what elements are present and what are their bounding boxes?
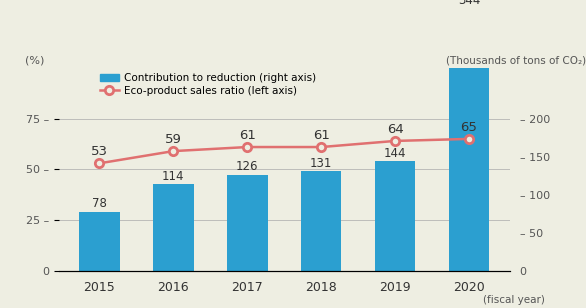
Text: 344: 344 bbox=[458, 0, 480, 7]
Text: 59: 59 bbox=[165, 133, 182, 146]
Text: 64: 64 bbox=[387, 123, 403, 136]
Text: 61: 61 bbox=[313, 129, 329, 142]
Bar bbox=[449, 9, 489, 271]
Text: 126: 126 bbox=[236, 160, 258, 173]
Bar bbox=[153, 184, 193, 271]
Text: 131: 131 bbox=[310, 156, 332, 169]
Bar bbox=[375, 161, 415, 271]
Text: (fiscal year): (fiscal year) bbox=[483, 295, 545, 305]
Text: (%): (%) bbox=[25, 56, 44, 66]
Bar bbox=[79, 212, 120, 271]
Legend: Contribution to reduction (right axis), Eco-product sales ratio (left axis): Contribution to reduction (right axis), … bbox=[100, 73, 316, 95]
Text: 65: 65 bbox=[461, 121, 478, 134]
Bar bbox=[227, 175, 268, 271]
Text: 78: 78 bbox=[92, 197, 107, 210]
Text: (Thousands of tons of CO₂): (Thousands of tons of CO₂) bbox=[447, 56, 586, 66]
Text: 53: 53 bbox=[91, 145, 108, 158]
Text: 61: 61 bbox=[239, 129, 255, 142]
Bar bbox=[301, 171, 342, 271]
Text: 144: 144 bbox=[384, 147, 406, 160]
Text: 114: 114 bbox=[162, 169, 185, 183]
